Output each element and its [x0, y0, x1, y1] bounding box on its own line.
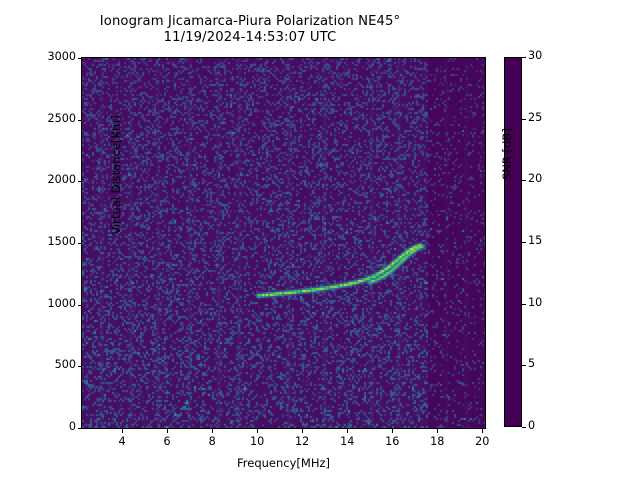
ionogram-heatmap — [82, 58, 485, 428]
colorbar-tick-label: 25 — [528, 110, 543, 124]
x-tick-label: 4 — [118, 435, 126, 448]
colorbar-tick-mark — [522, 180, 526, 182]
y-tick-label: 2000 — [47, 173, 76, 187]
colorbar-tick-label: 20 — [528, 172, 543, 186]
x-tick-mark — [167, 429, 169, 433]
x-tick-mark — [392, 429, 394, 433]
x-tick-label: 6 — [163, 435, 171, 448]
x-tick-mark — [482, 429, 484, 433]
colorbar-tick-label: 0 — [528, 419, 536, 432]
colorbar-tick-mark — [522, 118, 526, 120]
x-tick-mark — [437, 429, 439, 433]
y-tick-label: 3000 — [47, 50, 76, 63]
y-tick-mark — [77, 181, 81, 183]
y-tick-label: 2500 — [47, 111, 76, 125]
colorbar-tick-label: 30 — [528, 49, 543, 62]
colorbar-tick-label: 10 — [528, 295, 543, 309]
colorbar-label: SNR [dB] — [500, 128, 514, 180]
x-tick-label: 10 — [250, 435, 265, 448]
x-axis-label: Frequency[MHz] — [237, 456, 330, 470]
colorbar-tick-label: 5 — [528, 357, 536, 371]
figure-title-line-2: 11/19/2024-14:53:07 UTC — [163, 29, 337, 45]
x-tick-label: 20 — [475, 435, 490, 448]
colorbar-tick-label: 15 — [528, 234, 543, 247]
y-tick-label: 0 — [68, 420, 76, 433]
x-tick-mark — [122, 429, 124, 433]
y-tick-mark — [77, 428, 81, 429]
y-tick-mark — [77, 304, 81, 306]
x-tick-mark — [212, 429, 214, 433]
plot-area: Virtual Distance[Km] Frequency[MHz] 4 6 8 1… — [48, 50, 490, 470]
colorbar: 0 5 10 15 20 25 30 — [504, 49, 542, 432]
x-tick-label: 18 — [430, 435, 445, 448]
figure-title: Ionogram Jicamarca-Piura Polarization NE… — [0, 14, 500, 45]
colorbar-tick-mark — [522, 427, 526, 428]
y-axis-label: Virtual Distance[Km] — [109, 115, 123, 235]
y-tick-mark — [77, 119, 81, 121]
y-tick-mark — [77, 58, 81, 59]
y-tick-label: 1500 — [47, 235, 76, 248]
colorbar-tick-mark — [522, 242, 526, 243]
colorbar-gradient — [504, 57, 522, 427]
x-tick-label: 16 — [385, 435, 400, 448]
x-tick-label: 14 — [340, 435, 355, 448]
figure-title-line-1: Ionogram Jicamarca-Piura Polarization NE… — [99, 14, 401, 29]
x-tick-mark — [302, 429, 304, 433]
x-tick-mark — [257, 429, 259, 433]
x-tick-mark — [347, 429, 349, 433]
y-tick-label: 500 — [54, 358, 76, 372]
y-tick-mark — [77, 366, 81, 368]
y-tick-label: 1000 — [47, 296, 76, 310]
colorbar-tick-mark — [522, 57, 526, 58]
y-tick-mark — [77, 243, 81, 244]
x-tick-label: 8 — [208, 435, 216, 448]
x-tick-label: 12 — [295, 435, 310, 448]
colorbar-tick-mark — [522, 303, 526, 305]
colorbar-tick-mark — [522, 365, 526, 367]
